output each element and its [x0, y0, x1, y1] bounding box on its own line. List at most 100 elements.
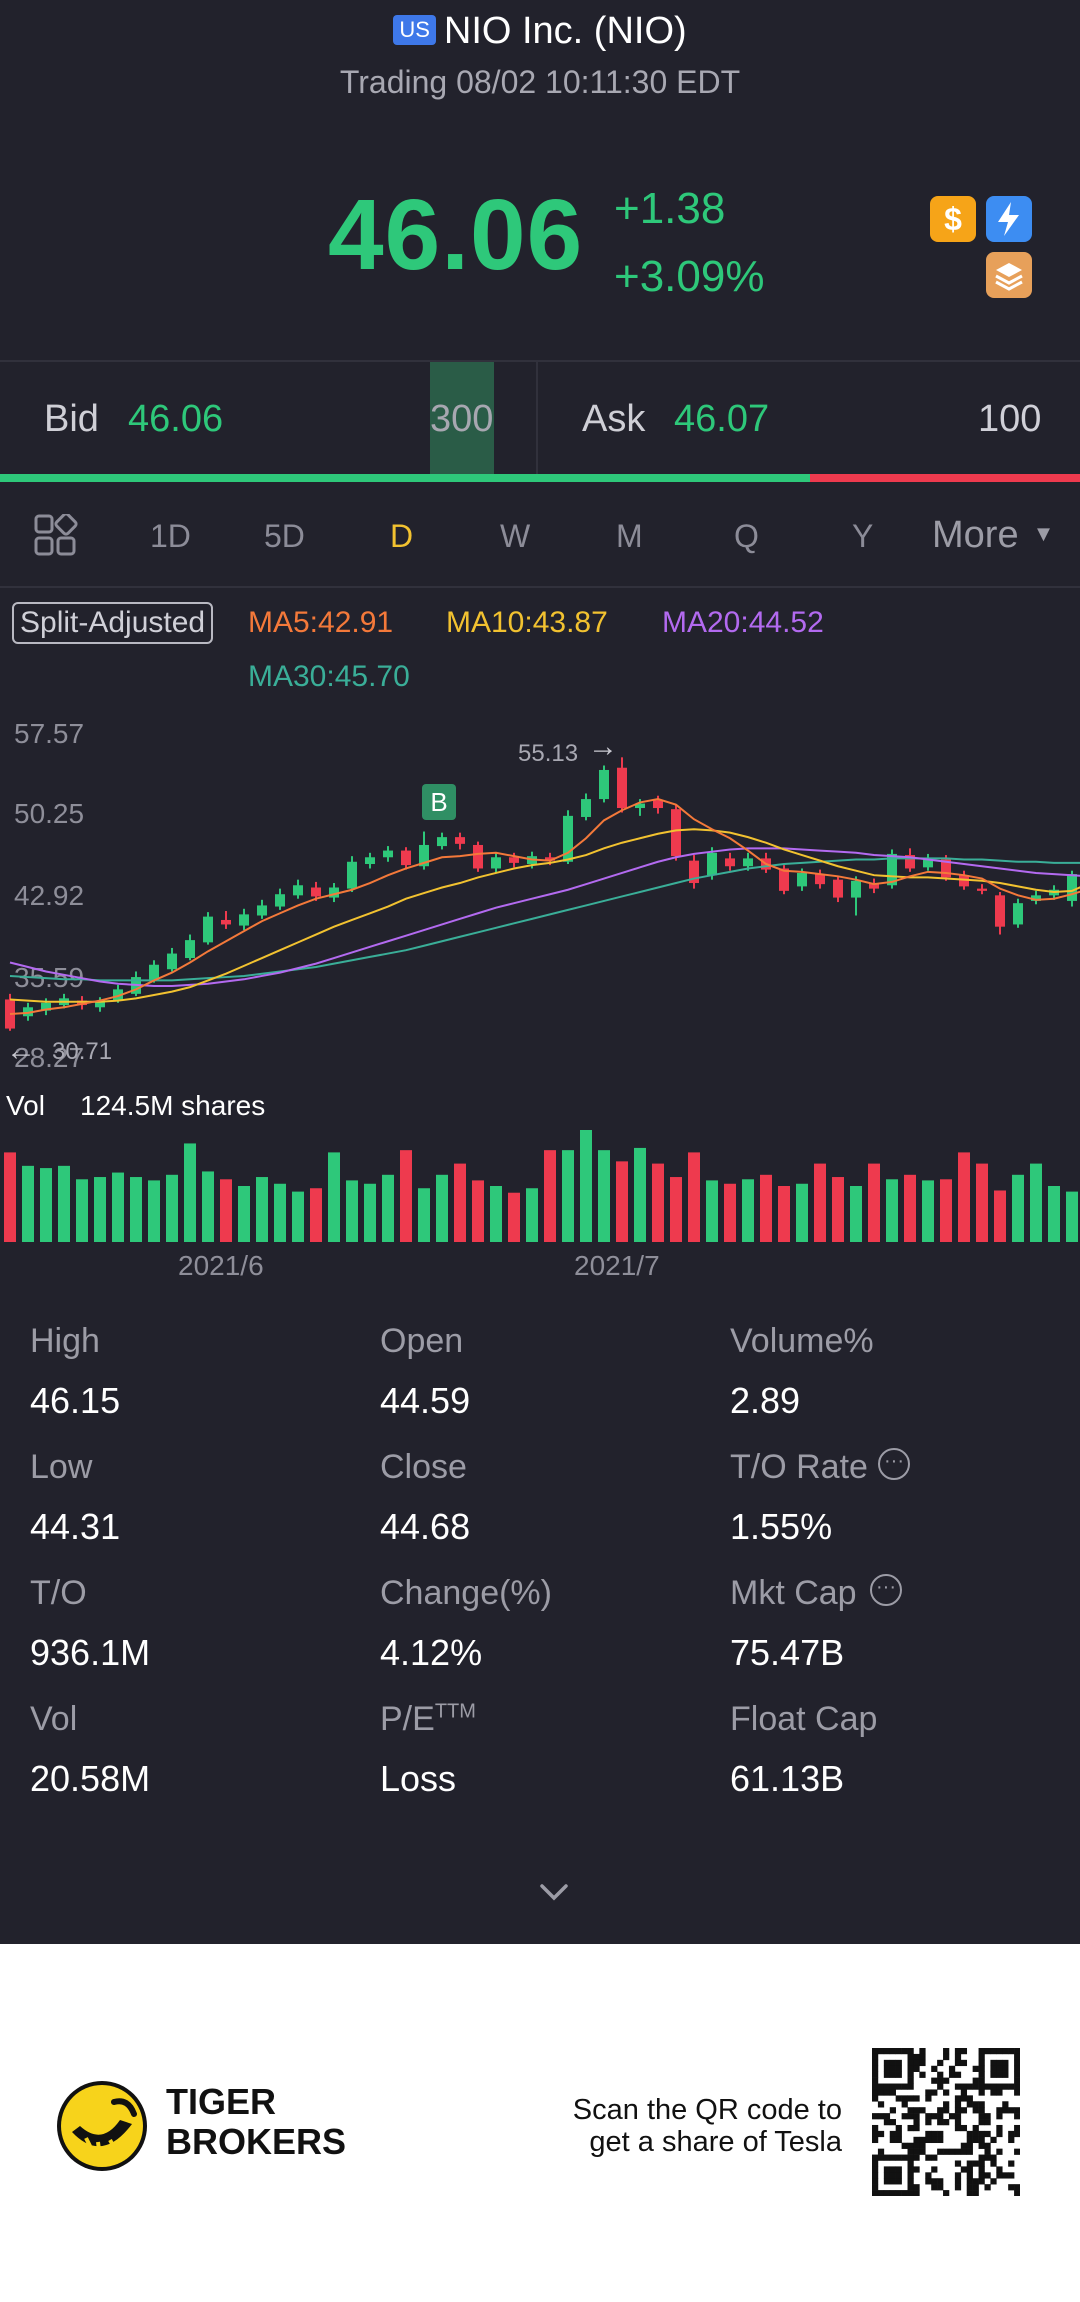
tab-1d[interactable]: 1D [150, 518, 191, 554]
lightning-icon[interactable] [986, 196, 1032, 242]
volume-bar [580, 1130, 592, 1242]
volume-bar [742, 1179, 754, 1242]
split-adjusted-toggle[interactable]: Split-Adjusted [12, 602, 214, 644]
stat-value: 936.1M [30, 1632, 151, 1673]
arrow-right-icon: → [588, 730, 618, 763]
stat-value: 46.15 [30, 1380, 121, 1421]
volume-bar [256, 1177, 268, 1242]
volume-bar [814, 1163, 826, 1242]
candle [77, 996, 87, 1010]
candle [815, 869, 825, 889]
stat-label: Volume% [730, 1322, 874, 1360]
more-info-icon[interactable]: ··· [870, 1574, 902, 1606]
stat-value: 61.13B [730, 1758, 845, 1799]
tab-m[interactable]: M [616, 518, 643, 554]
volume-bar [40, 1168, 52, 1242]
tab-5d[interactable]: 5D [264, 518, 305, 554]
candle [347, 856, 357, 892]
ma10-line [9, 828, 1080, 1003]
stat-value: 44.59 [380, 1380, 471, 1421]
stack-icon[interactable] [986, 252, 1032, 298]
volume-bar [1066, 1191, 1078, 1242]
candlestick-chart[interactable] [0, 700, 1080, 1090]
stat-label: High [30, 1322, 100, 1360]
y-tick: 28.27 [14, 1042, 85, 1073]
candle [437, 832, 447, 850]
tab-w[interactable]: W [500, 518, 531, 554]
stat-label: Low [30, 1448, 93, 1486]
bid-panel[interactable]: Bid 46.06 300 [0, 360, 536, 476]
tab-more[interactable]: More ▼ [932, 514, 1054, 557]
candle [599, 765, 609, 803]
candle [203, 912, 213, 945]
volume-bar [400, 1150, 412, 1242]
volume-bar [1030, 1163, 1042, 1242]
bid-size-bar [430, 362, 494, 476]
candle [365, 852, 375, 869]
candle [185, 934, 195, 961]
more-info-icon[interactable]: ··· [878, 1448, 910, 1480]
tab-y[interactable]: Y [852, 518, 874, 554]
stat-value: 44.68 [380, 1506, 471, 1547]
qr-caption-line-2: get a share of Tesla [589, 2126, 842, 2158]
dollar-icon[interactable]: $ [930, 196, 976, 242]
y-tick: 50.25 [14, 798, 85, 829]
stat-label: Mkt Cap [730, 1574, 857, 1612]
layout-grid-icon[interactable] [34, 512, 78, 563]
stat-value: 1.55% [730, 1506, 833, 1547]
volume-bar [976, 1163, 988, 1242]
y-tick: 57.57 [14, 718, 85, 749]
volume-bar [940, 1179, 952, 1242]
volume-bar [22, 1165, 34, 1242]
stat-label: Change(%) [380, 1574, 552, 1612]
stock-name: NIO Inc. (NIO) [443, 10, 687, 52]
qr-code-icon[interactable] [872, 2048, 1020, 2196]
tiger-logo-icon [56, 2080, 148, 2177]
volume-bar [760, 1174, 772, 1242]
volume-bar [616, 1161, 628, 1242]
candle [725, 852, 735, 871]
candle [149, 960, 159, 983]
volume-bar [184, 1143, 196, 1242]
tab-q[interactable]: Q [734, 518, 759, 554]
volume-bar [706, 1180, 718, 1242]
volume-value: 124.5M shares [80, 1090, 266, 1121]
volume-bar [472, 1180, 484, 1242]
promo-footer: TIGER BROKERS Scan the QR code to get a … [0, 1944, 1080, 2302]
candle [869, 878, 879, 894]
price-change-pct: +3.09% [614, 252, 765, 301]
candle [977, 884, 987, 895]
expand-chevron-icon[interactable] [536, 1880, 572, 1909]
candle [581, 793, 591, 821]
stat-value: 4.12% [380, 1632, 483, 1673]
y-tick: 42.92 [14, 880, 85, 911]
volume-bar [796, 1183, 808, 1242]
ma20-line [9, 847, 1080, 988]
volume-chart[interactable] [0, 1120, 1080, 1245]
ma20-label: MA20:44.52 [662, 606, 824, 639]
stat-label: P/E [380, 1700, 435, 1738]
volume-bar [346, 1180, 358, 1242]
candle [401, 847, 411, 870]
volume-bar [994, 1190, 1006, 1242]
ask-panel[interactable]: Ask 46.07 100 [536, 360, 1080, 476]
tab-d[interactable]: D [390, 518, 414, 554]
ask-share-bar [810, 474, 1080, 482]
volume-bar [508, 1192, 520, 1242]
volume-bar [130, 1177, 142, 1242]
stat-label: Float Cap [730, 1700, 878, 1738]
buy-marker[interactable]: B [422, 784, 456, 820]
volume-bar [238, 1186, 250, 1242]
stat-label: Open [380, 1322, 464, 1360]
stat-label: Vol [30, 1700, 78, 1738]
ma10-label: MA10:43.87 [446, 606, 608, 639]
x-tick: 2021/6 [178, 1250, 264, 1281]
volume-label: Vol [6, 1090, 45, 1121]
volume-bar [922, 1180, 934, 1242]
price-change: +1.38 [614, 184, 726, 233]
volume-bar [958, 1152, 970, 1242]
volume-bar [220, 1179, 232, 1242]
volume-bar [670, 1177, 682, 1242]
volume-bar [274, 1183, 286, 1242]
volume-bar [832, 1177, 844, 1242]
